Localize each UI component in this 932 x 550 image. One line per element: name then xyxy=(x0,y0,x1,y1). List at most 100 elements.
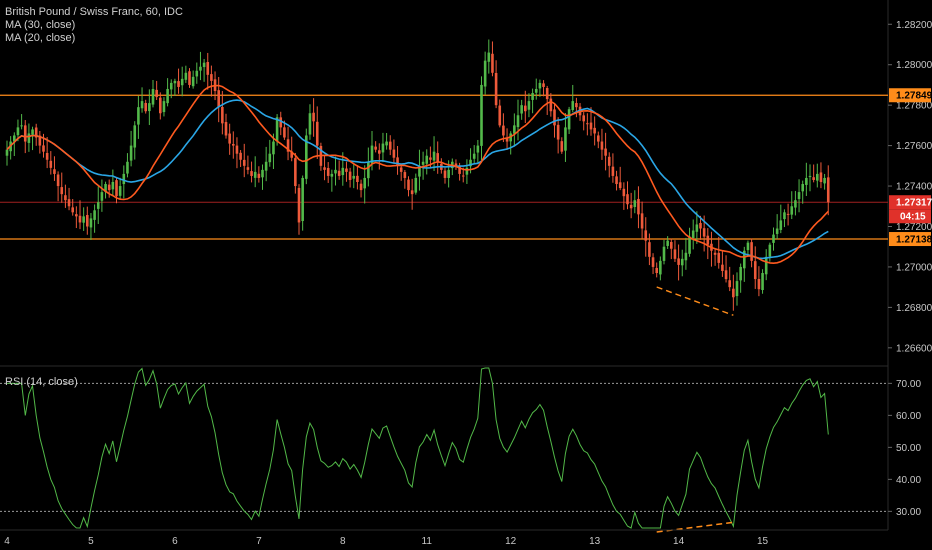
candle-body xyxy=(684,252,688,261)
candle-body xyxy=(626,194,629,205)
candle-body xyxy=(38,135,42,146)
candle-body xyxy=(732,288,735,298)
candle-body xyxy=(166,88,169,104)
candle-body xyxy=(385,141,388,146)
bullish-divergence-rsi xyxy=(656,521,734,533)
chart-legend: British Pound / Swiss Franc, 60, IDC MA … xyxy=(5,6,183,45)
candle-body xyxy=(75,214,78,217)
candle-body xyxy=(425,155,429,164)
ma30-line xyxy=(6,99,829,260)
time-tick-label: 4 xyxy=(4,536,10,547)
candle-body xyxy=(334,169,337,174)
candle-body xyxy=(359,183,363,191)
candle-body xyxy=(151,88,155,105)
time-tick-label: 7 xyxy=(256,536,262,547)
candle-body xyxy=(706,235,710,245)
candle-body xyxy=(199,66,202,71)
candle-body xyxy=(122,173,126,185)
price-tick-label: 1.27400 xyxy=(896,182,932,193)
price-tick-label: 1.27200 xyxy=(896,222,932,233)
candle-body xyxy=(680,258,684,266)
price-pane[interactable] xyxy=(0,0,889,530)
time-tick-label: 11 xyxy=(422,536,433,547)
candle-body xyxy=(662,246,666,261)
candle-body xyxy=(283,127,286,138)
candle-body xyxy=(363,177,366,189)
candle-body xyxy=(797,192,801,199)
candle-body xyxy=(677,258,680,265)
candle-body xyxy=(31,129,34,135)
candle-body xyxy=(739,266,742,281)
price-tick-label: 1.26800 xyxy=(896,303,932,314)
candle-body xyxy=(702,228,706,237)
candle-body xyxy=(768,244,772,257)
candle-body xyxy=(115,180,118,197)
candle-body xyxy=(717,252,721,263)
candle-body xyxy=(775,228,779,234)
candle-body xyxy=(323,167,326,170)
candle-body xyxy=(118,186,122,196)
candle-body xyxy=(513,125,516,134)
ma20-line xyxy=(6,84,829,265)
candle-body xyxy=(195,70,199,77)
candle-body xyxy=(520,105,523,114)
candle-body xyxy=(673,249,677,259)
candle-body xyxy=(5,149,9,156)
candle-body xyxy=(246,167,250,170)
candle-body xyxy=(162,101,166,113)
current-price-tag-bg xyxy=(889,195,931,210)
candle-body xyxy=(107,184,111,191)
candle-body xyxy=(735,281,739,297)
candle-body xyxy=(746,242,750,251)
candle-body xyxy=(553,109,556,126)
candle-body xyxy=(202,62,206,68)
candle-body xyxy=(414,177,418,193)
candle-body xyxy=(34,127,38,138)
candle-body xyxy=(699,222,702,229)
candle-body xyxy=(96,202,100,209)
candle-body xyxy=(330,173,334,177)
candle-body xyxy=(53,169,56,174)
candle-body xyxy=(597,135,600,142)
candle-body xyxy=(180,78,184,86)
candle-body xyxy=(549,98,553,112)
candle-body xyxy=(764,256,768,275)
candle-body xyxy=(16,127,20,136)
candle-body xyxy=(604,148,607,156)
candle-body xyxy=(633,200,637,208)
candle-body xyxy=(637,198,640,215)
candle-body xyxy=(228,133,231,144)
candle-body xyxy=(242,159,246,166)
candle-body xyxy=(454,163,458,166)
candle-body xyxy=(100,192,104,201)
candle-body xyxy=(586,123,589,125)
candle-body xyxy=(93,210,96,220)
candle-body xyxy=(78,215,82,223)
current-price-tag: 1.27317 xyxy=(896,198,932,209)
candle-body xyxy=(286,139,290,152)
candle-body xyxy=(418,165,421,177)
candle-body xyxy=(184,72,188,80)
ma20-legend: MA (20, close) xyxy=(5,32,76,44)
candle-body xyxy=(49,160,53,168)
candle-body xyxy=(826,177,830,203)
ma30-legend: MA (30, close) xyxy=(5,19,76,31)
candle-body xyxy=(505,137,509,142)
candle-body xyxy=(527,101,531,110)
price-tick-label: 1.27000 xyxy=(896,262,932,273)
horizontal-levels[interactable] xyxy=(0,94,888,240)
candle-body xyxy=(206,62,210,75)
candle-body xyxy=(312,112,315,122)
candle-body xyxy=(611,166,615,176)
rsi-pane[interactable] xyxy=(0,367,888,533)
candle-body xyxy=(89,218,93,228)
candle-body xyxy=(264,161,268,171)
candle-body xyxy=(42,145,45,152)
candle-body xyxy=(651,257,655,267)
candle-body xyxy=(823,177,826,184)
candle-body xyxy=(724,270,728,280)
candle-body xyxy=(381,143,385,153)
symbol-title: British Pound / Swiss Franc, 60, IDC xyxy=(5,6,183,18)
candle-body xyxy=(556,124,560,140)
